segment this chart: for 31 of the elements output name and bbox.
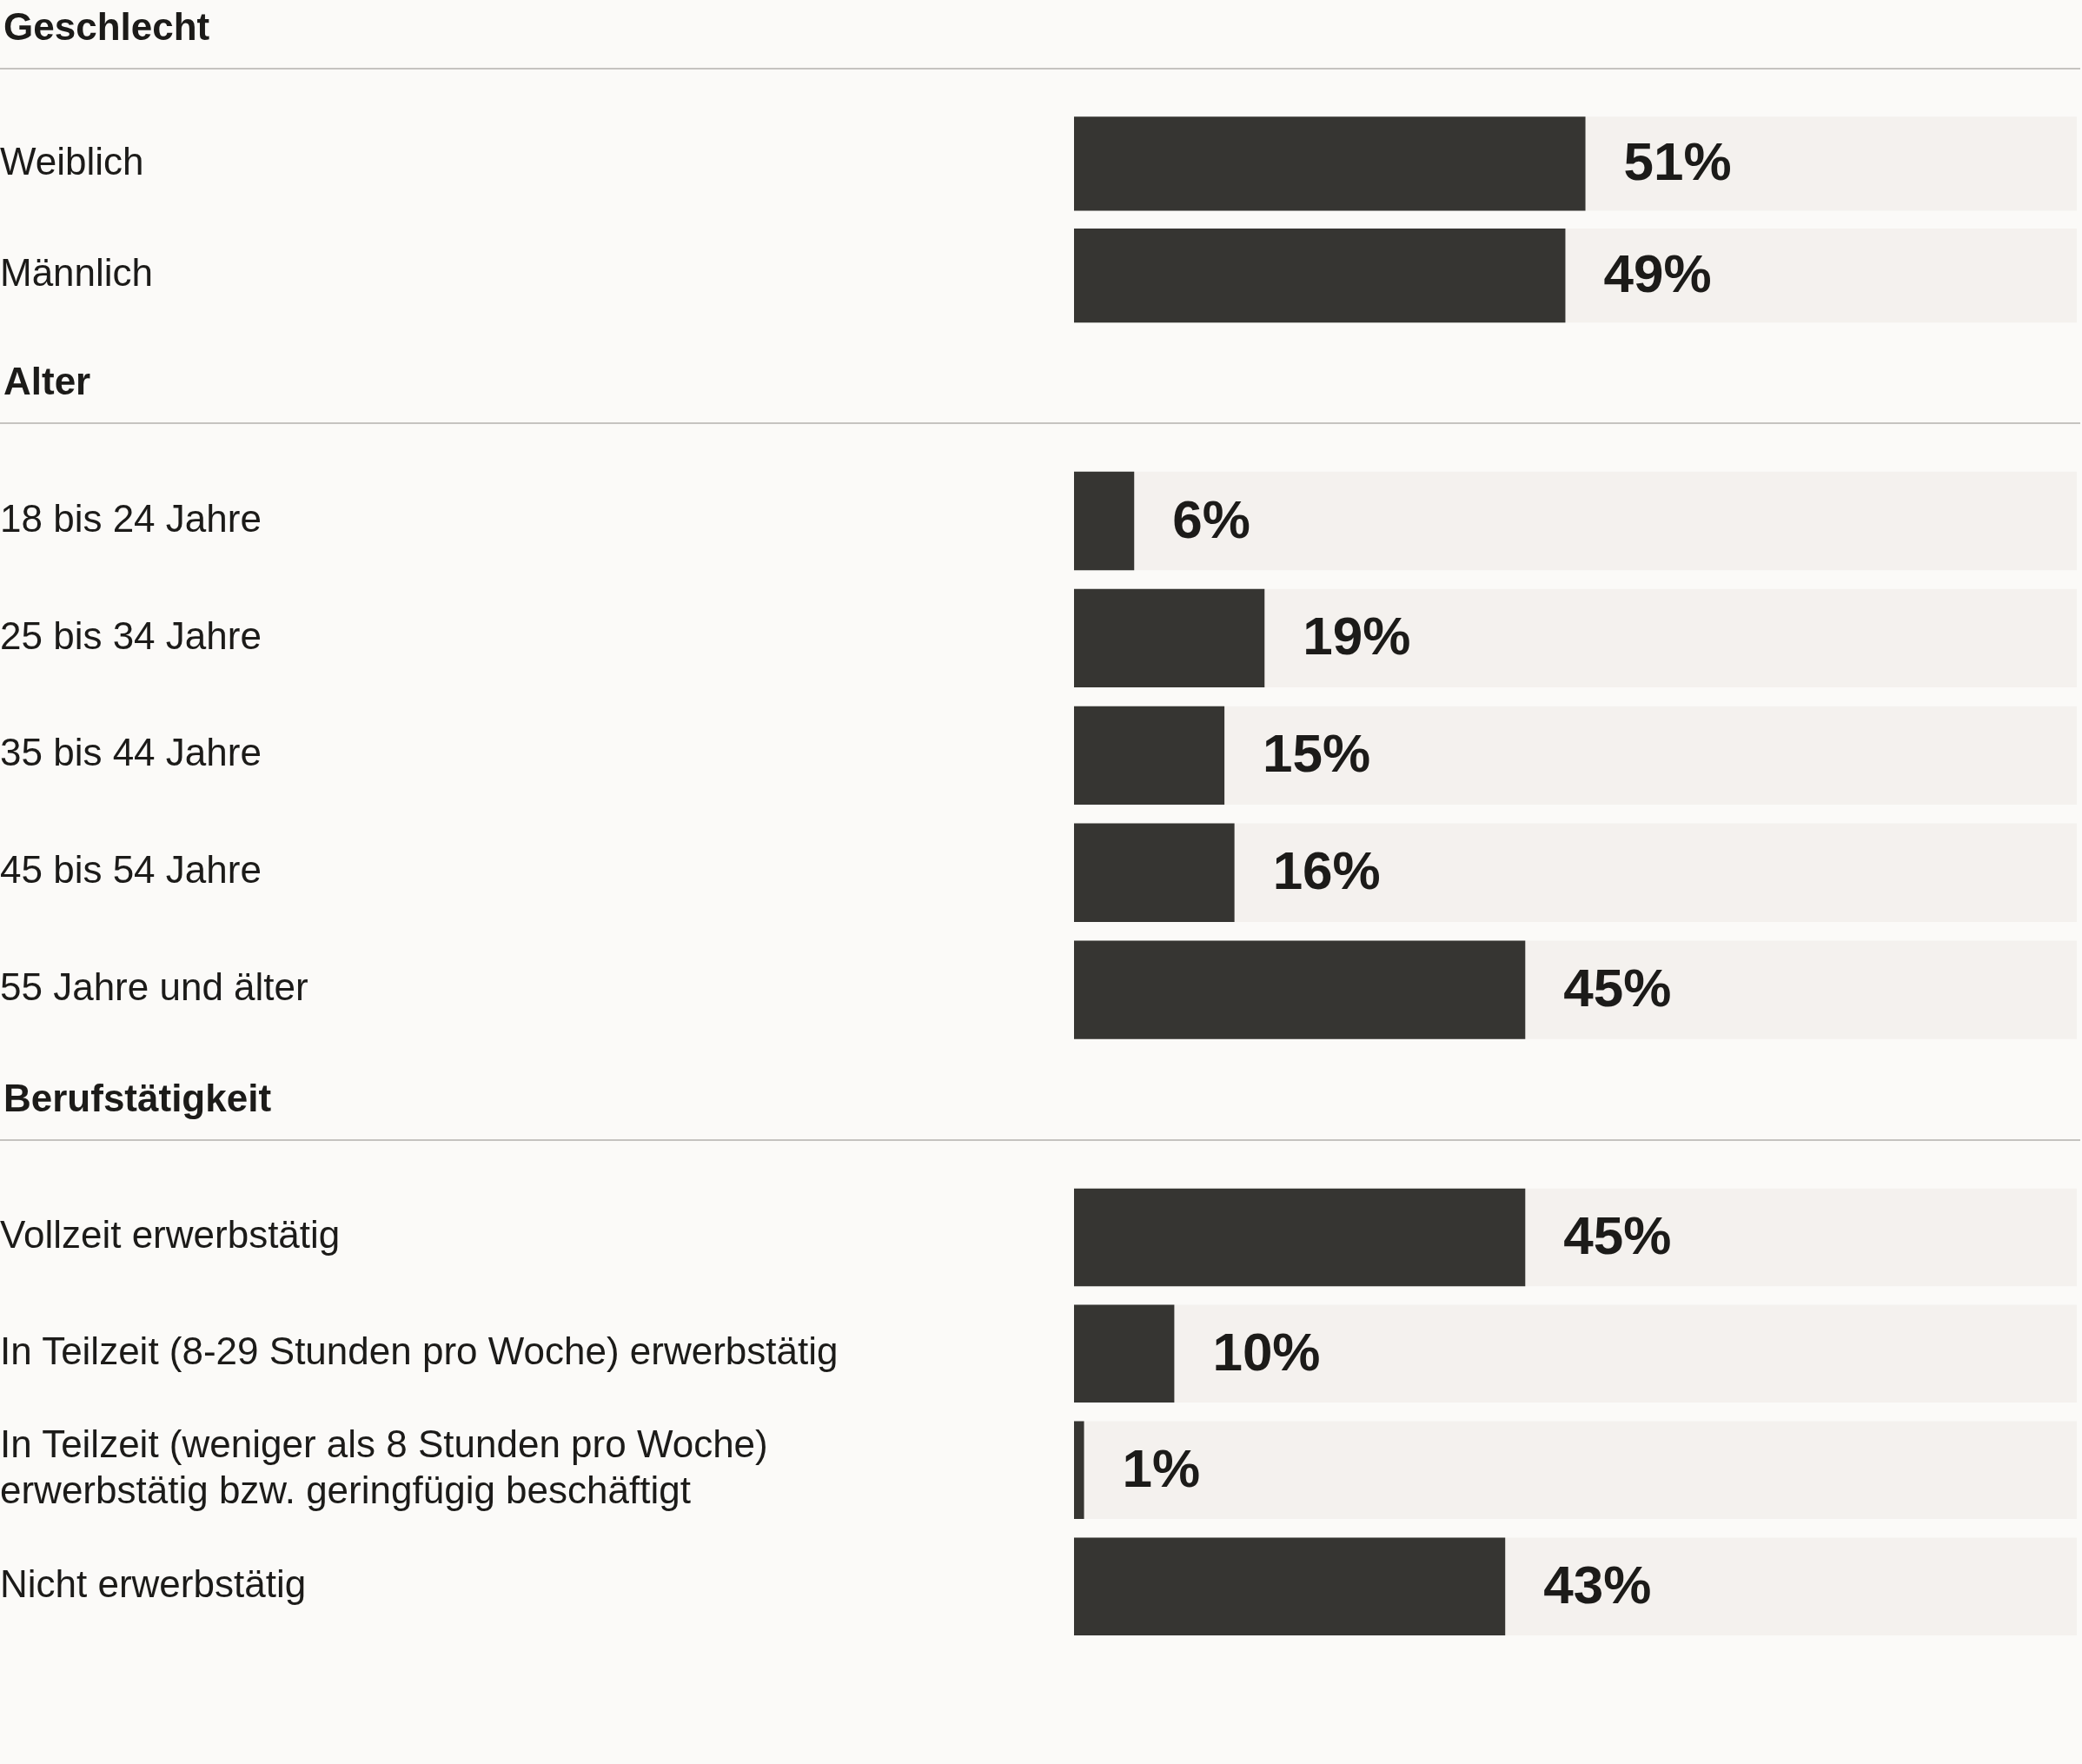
- y-tick-label: 18 bis 24 Jahre: [0, 496, 262, 540]
- bar: [1074, 1421, 1084, 1519]
- y-tick-label: 25 bis 34 Jahre: [0, 613, 262, 657]
- y-tick-label: Weiblich: [0, 139, 144, 182]
- data-label: 51%: [1623, 131, 1732, 192]
- y-tick-label: 45 bis 54 Jahre: [0, 848, 262, 892]
- y-tick-label: 35 bis 44 Jahre: [0, 731, 262, 774]
- bar: [1074, 706, 1225, 805]
- y-tick-label: Männlich: [0, 251, 154, 295]
- y-tick-label: In Teilzeit (weniger als 8 Stunden pro Woche) erwerbstätig bzw. geringfügig beschäftigt: [0, 1422, 768, 1512]
- y-tick-label: Nicht erwerbstätig: [0, 1562, 307, 1605]
- bar: [1074, 471, 1135, 571]
- data-label: 45%: [1563, 958, 1672, 1018]
- bar: [1074, 823, 1235, 922]
- text: Alter: [0, 355, 2080, 424]
- data-label: 19%: [1303, 606, 1411, 666]
- text: Berufstätigkeit: [0, 1071, 2080, 1141]
- bar: [1074, 588, 1265, 688]
- data-label: 1%: [1122, 1437, 1201, 1498]
- data-label: 15%: [1263, 723, 1371, 784]
- text: Geschlecht: [0, 0, 2080, 70]
- data-label: 10%: [1212, 1321, 1321, 1382]
- y-tick-label: Vollzeit erwerbstätig: [0, 1213, 341, 1257]
- y-tick-label: 55 Jahre und älter: [0, 965, 308, 1009]
- data-label: 49%: [1603, 243, 1712, 304]
- data-label: 16%: [1272, 840, 1381, 901]
- bar: [1074, 1304, 1175, 1403]
- data-label: 45%: [1563, 1205, 1672, 1266]
- data-label: 6%: [1172, 488, 1250, 549]
- data-label: 43%: [1543, 1554, 1652, 1615]
- y-tick-label: In Teilzeit (8-29 Stunden pro Woche) erwerbstätig: [0, 1329, 839, 1372]
